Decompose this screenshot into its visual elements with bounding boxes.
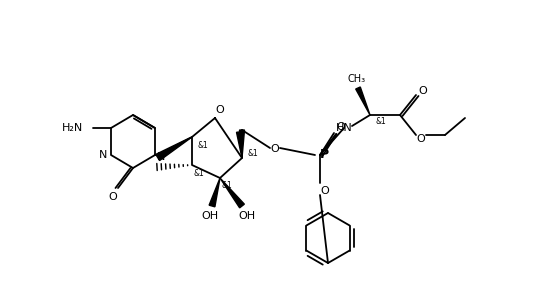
Polygon shape bbox=[239, 130, 245, 158]
Text: O: O bbox=[109, 192, 118, 202]
Text: O: O bbox=[271, 144, 279, 154]
Text: N: N bbox=[157, 152, 165, 162]
Polygon shape bbox=[356, 87, 370, 115]
Text: O: O bbox=[337, 122, 345, 132]
Text: &1: &1 bbox=[222, 181, 233, 190]
Text: &1: &1 bbox=[194, 168, 205, 177]
Text: OH: OH bbox=[238, 211, 255, 221]
Polygon shape bbox=[220, 178, 244, 208]
Polygon shape bbox=[156, 137, 192, 160]
Text: O: O bbox=[419, 86, 427, 96]
Text: H₂N: H₂N bbox=[62, 123, 83, 133]
Text: O: O bbox=[216, 105, 224, 115]
Polygon shape bbox=[237, 132, 242, 158]
Text: N: N bbox=[99, 150, 107, 160]
Text: HN: HN bbox=[336, 123, 353, 133]
Text: &1: &1 bbox=[247, 149, 258, 158]
Text: &1: &1 bbox=[375, 118, 386, 126]
Text: O: O bbox=[417, 134, 425, 144]
Text: OH: OH bbox=[202, 211, 218, 221]
Text: CH₃: CH₃ bbox=[348, 74, 366, 84]
Text: P: P bbox=[320, 149, 329, 162]
Text: O: O bbox=[321, 186, 329, 196]
Polygon shape bbox=[209, 178, 220, 207]
Text: &1: &1 bbox=[197, 141, 208, 149]
